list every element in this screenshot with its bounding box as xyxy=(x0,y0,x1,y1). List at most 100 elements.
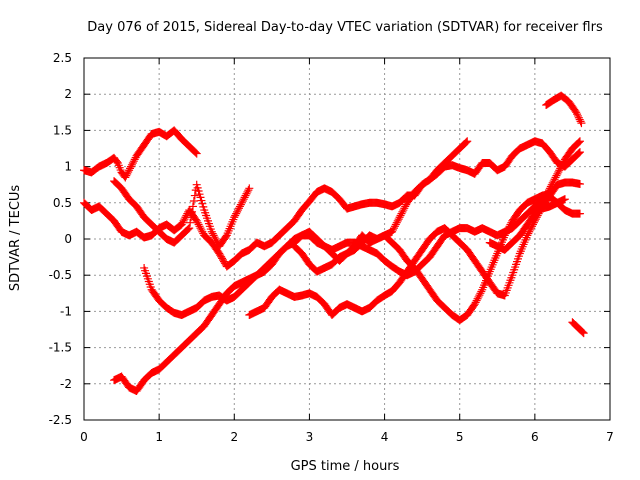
chart-title: Day 076 of 2015, Sidereal Day-to-day VTE… xyxy=(87,20,603,35)
y-tick-labels: -2.5 -2 -1.5 -1 -0.5 0 0.5 1 1.5 2 2.5 xyxy=(49,51,72,427)
data-point xyxy=(392,218,401,227)
data-point xyxy=(211,235,220,243)
data-point xyxy=(126,164,135,173)
data-point xyxy=(207,227,216,236)
data-point xyxy=(475,291,484,300)
data-point xyxy=(523,231,532,240)
data-point xyxy=(397,209,406,218)
y-tick-label: 1.5 xyxy=(53,123,72,137)
data-point xyxy=(540,195,549,204)
data-point xyxy=(185,224,194,233)
data-point xyxy=(187,213,196,222)
data-point xyxy=(188,202,197,211)
data-point xyxy=(473,294,482,303)
data-point xyxy=(477,287,486,296)
y-tick-label: 0.5 xyxy=(53,196,72,210)
data-point xyxy=(555,166,564,175)
data-point xyxy=(233,207,242,216)
data-point xyxy=(244,186,253,195)
x-tick-label: 2 xyxy=(230,430,238,444)
data-point xyxy=(575,179,584,188)
data-point xyxy=(390,222,399,231)
data-point xyxy=(575,115,584,124)
data-point xyxy=(556,164,565,173)
data-point xyxy=(183,225,192,234)
data-point xyxy=(399,206,408,215)
data-point xyxy=(179,216,188,225)
data-point xyxy=(194,220,203,229)
data-point xyxy=(122,171,131,180)
data-point xyxy=(552,171,561,180)
y-tick-label: 2 xyxy=(64,87,72,101)
data-point xyxy=(391,220,400,229)
data-point xyxy=(234,204,243,213)
data-point xyxy=(400,204,409,213)
series-s2 xyxy=(80,137,472,271)
data-point xyxy=(195,222,204,231)
series-s9 xyxy=(530,137,584,218)
data-point xyxy=(575,148,584,157)
data-point xyxy=(575,209,584,218)
data-point xyxy=(578,328,587,337)
data-point xyxy=(471,298,480,307)
data-point xyxy=(389,224,398,233)
x-tick-label: 0 xyxy=(80,430,88,444)
data-point xyxy=(189,196,198,205)
data-point xyxy=(576,117,585,126)
data-point xyxy=(396,211,405,220)
y-tick-label: 1 xyxy=(64,160,72,174)
x-tick-label: 5 xyxy=(456,430,464,444)
data-point xyxy=(574,113,583,122)
data-point xyxy=(192,216,201,225)
data-point xyxy=(577,119,586,128)
data-point xyxy=(177,220,186,229)
data-point xyxy=(123,169,132,178)
data-point xyxy=(125,166,134,175)
data-point xyxy=(573,111,582,120)
data-point xyxy=(130,155,139,164)
data-point xyxy=(232,209,241,218)
data-point xyxy=(472,296,481,305)
data-point xyxy=(560,195,569,204)
data-point xyxy=(231,211,240,220)
data-point xyxy=(550,175,559,184)
data-point xyxy=(192,149,201,158)
data-point xyxy=(184,225,193,234)
data-point xyxy=(230,213,239,222)
data-point xyxy=(210,233,219,242)
data-point xyxy=(128,158,137,167)
data-point xyxy=(241,191,250,200)
x-tick-labels: 0 1 2 3 4 5 6 7 xyxy=(80,430,614,444)
data-point xyxy=(539,196,548,205)
data-point xyxy=(238,196,247,205)
data-point xyxy=(221,232,230,241)
data-point xyxy=(393,216,402,225)
data-point xyxy=(538,198,547,207)
data-point xyxy=(394,215,403,224)
data-point xyxy=(245,184,254,193)
y-tick-label: -1 xyxy=(60,304,72,318)
data-point xyxy=(574,149,583,158)
data-point xyxy=(242,189,251,198)
x-tick-label: 3 xyxy=(306,430,314,444)
series-s3 xyxy=(110,177,254,251)
data-point xyxy=(557,162,566,171)
data-point xyxy=(235,202,244,211)
data-point xyxy=(462,138,471,147)
data-point xyxy=(572,108,581,117)
data-point xyxy=(197,225,206,234)
data-point xyxy=(126,162,135,171)
y-tick-label: -0.5 xyxy=(49,268,72,282)
data-point xyxy=(463,137,472,146)
data-point xyxy=(579,329,588,338)
data-point xyxy=(190,147,199,156)
data-point xyxy=(239,195,248,204)
data-point xyxy=(124,168,133,177)
data-point xyxy=(112,157,121,166)
series-s1 xyxy=(80,126,201,182)
y-tick-label: -2 xyxy=(60,377,72,391)
data-point xyxy=(546,182,555,191)
data-point xyxy=(121,173,130,182)
data-point xyxy=(575,138,584,147)
data-point xyxy=(575,137,584,146)
